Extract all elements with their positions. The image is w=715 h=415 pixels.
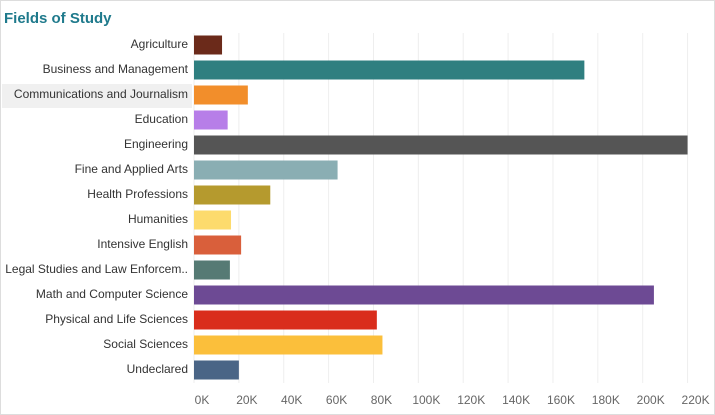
y-tick-label: Intensive English [97,237,188,251]
bar [194,210,232,230]
bar [194,135,688,155]
x-tick-label: 60K [326,393,347,407]
bar [194,310,377,330]
chart-title: Fields of Study [4,10,112,27]
x-tick-label: 200K [637,393,665,407]
bar [194,260,230,280]
y-tick-label: Business and Management [43,62,189,76]
y-tick-label: Social Sciences [103,337,188,351]
bar [194,60,585,80]
y-tick-label: Fine and Applied Arts [75,162,188,176]
bar [194,110,228,130]
y-tick-label: Humanities [128,212,188,226]
bar [194,35,223,55]
y-tick-label: Engineering [124,137,188,151]
y-tick-label: Agriculture [131,37,189,51]
y-tick-label: Communications and Journalism [14,87,188,101]
x-tick-label: 100K [412,393,440,407]
bar [194,335,383,355]
x-tick-label: 40K [281,393,302,407]
y-tick-label: Health Professions [87,187,188,201]
x-tick-label: 160K [547,393,575,407]
y-tick-label: Math and Computer Science [36,287,188,301]
x-tick-label: 0K [195,393,210,407]
y-tick-label: Physical and Life Sciences [45,312,188,326]
bar [194,285,654,305]
x-tick-label: 140K [502,393,530,407]
bar [194,160,338,180]
bar [194,360,239,380]
bar [194,235,242,255]
y-tick-label: Education [135,112,188,126]
x-tick-label: 220K [682,393,710,407]
x-tick-label: 180K [592,393,620,407]
bar [194,85,248,105]
x-tick-label: 20K [236,393,257,407]
x-tick-label: 120K [457,393,485,407]
x-tick-label: 80K [371,393,392,407]
y-tick-label: Undeclared [127,362,188,376]
y-tick-label: Legal Studies and Law Enforcem.. [5,262,188,276]
bar [194,185,271,205]
row-highlight [2,84,192,108]
